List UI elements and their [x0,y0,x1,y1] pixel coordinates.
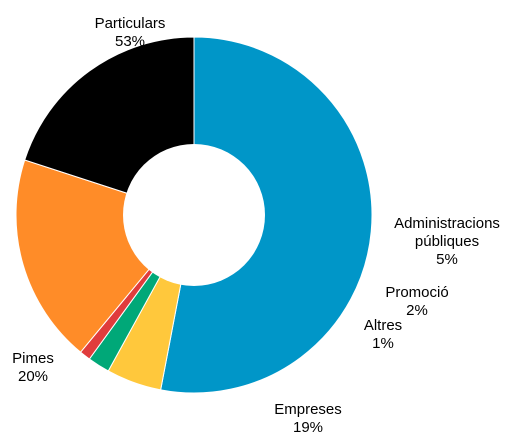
slice-percent: 1% [372,335,394,352]
slice-percent: 53% [115,33,145,50]
slice-name: Pimes [12,350,54,367]
slice-name: Altres [364,317,402,334]
label-pimes: Pimes 20% [12,350,54,385]
slice-percent: 19% [293,419,323,434]
slice-name: Administracions [394,215,500,232]
label-particulars: Particulars 53% [95,15,166,50]
labels-group: Particulars 53% Administracions públiques 5%… [12,15,500,434]
slice-name: Particulars [95,15,166,32]
slice-percent: 2% [406,302,428,319]
label-empreses: Empreses 19% [274,401,342,434]
slice-name: Promoció [385,284,448,301]
slice-percent: 5% [436,251,458,268]
slice-particulars [160,36,373,394]
label-administracions-p-bliques: Administracions públiques 5% [394,215,500,268]
label-altres: Altres 1% [364,317,402,352]
slice-name: Empreses [274,401,342,418]
slice-name: públiques [415,233,479,250]
slice-percent: 20% [18,368,48,385]
donut-hole [123,144,265,286]
label-promoci-: Promoció 2% [385,284,448,319]
